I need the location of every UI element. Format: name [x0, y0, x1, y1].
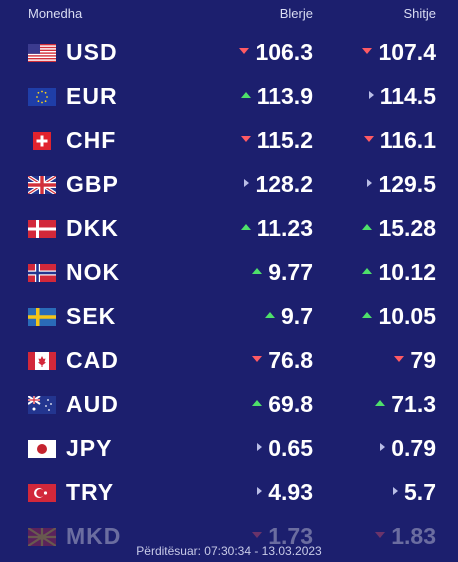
- sell-value: 114.5: [368, 83, 436, 110]
- trend-same-icon: [257, 442, 263, 451]
- trend-same-icon: [244, 178, 250, 187]
- mk-flag-icon: [28, 528, 56, 546]
- currency-code: CAD: [66, 347, 119, 373]
- gb-flag-icon: [28, 176, 56, 194]
- rate-row-dkk: DKK 11.23 15.28: [0, 206, 458, 250]
- au-flag-icon: [28, 396, 56, 414]
- trend-down-icon: [239, 47, 250, 54]
- rate-row-try: TRY 4.93 5.7: [0, 470, 458, 514]
- currency-code: NOK: [66, 259, 121, 285]
- currency-code: JPY: [66, 435, 113, 461]
- rate-row-eur: EUR 113.9 114.5: [0, 74, 458, 118]
- sell-value: 0.79: [380, 435, 436, 462]
- rate-row-usd: USD 106.3 107.4: [0, 30, 458, 74]
- trend-up-icon: [375, 399, 386, 406]
- sell-value: 71.3: [375, 391, 436, 418]
- currency-code: GBP: [66, 171, 119, 197]
- ch-flag-icon: [33, 132, 51, 150]
- trend-up-icon: [265, 311, 276, 318]
- trend-down-icon: [252, 355, 263, 362]
- trend-up-icon: [362, 311, 373, 318]
- trend-up-icon: [240, 91, 251, 98]
- rate-row-gbp: GBP 128.2 129.5: [0, 162, 458, 206]
- trend-up-icon: [362, 223, 373, 230]
- header-sell: Shitje: [403, 6, 436, 21]
- header-buy: Blerje: [279, 6, 313, 21]
- sell-value: 15.28: [362, 215, 436, 242]
- buy-value: 69.8: [252, 391, 313, 418]
- buy-value: 128.2: [244, 171, 313, 198]
- dk-flag-icon: [28, 220, 56, 238]
- buy-value: 0.65: [257, 435, 313, 462]
- trend-same-icon: [380, 442, 386, 451]
- currency-code: CHF: [66, 127, 117, 153]
- tr-flag-icon: [28, 484, 56, 502]
- currency-code: USD: [66, 39, 118, 65]
- buy-value: 9.7: [265, 303, 313, 330]
- ca-flag-icon: [28, 352, 56, 370]
- us-flag-icon: [28, 44, 56, 62]
- rates-list: USD 106.3 107.4 EUR 113.9 114.5 CHF 115.…: [0, 30, 458, 558]
- rate-row-mkd: MKD 1.73 1.83: [0, 514, 458, 558]
- buy-value: 4.93: [257, 479, 313, 506]
- trend-down-icon: [362, 47, 373, 54]
- trend-down-icon: [252, 531, 263, 538]
- trend-up-icon: [252, 267, 263, 274]
- trend-same-icon: [393, 486, 399, 495]
- sell-value: 129.5: [367, 171, 436, 198]
- currency-code: TRY: [66, 479, 115, 505]
- currency-code: DKK: [66, 215, 119, 241]
- trend-same-icon: [257, 486, 263, 495]
- no-flag-icon: [28, 264, 56, 282]
- currency-code: EUR: [66, 83, 118, 109]
- rate-row-cad: CAD 76.8 79: [0, 338, 458, 382]
- sell-value: 116.1: [363, 127, 436, 154]
- trend-down-icon: [240, 135, 251, 142]
- rate-row-jpy: JPY 0.65 0.79: [0, 426, 458, 470]
- jp-flag-icon: [28, 440, 56, 458]
- trend-same-icon: [368, 90, 374, 99]
- header-currency: Monedha: [28, 6, 83, 21]
- trend-up-icon: [240, 223, 251, 230]
- trend-down-icon: [363, 135, 374, 142]
- sell-value: 5.7: [393, 479, 436, 506]
- buy-value: 113.9: [240, 83, 313, 110]
- trend-up-icon: [252, 399, 263, 406]
- currency-code: SEK: [66, 303, 117, 329]
- rate-row-aud: AUD 69.8 71.3: [0, 382, 458, 426]
- trend-same-icon: [367, 178, 373, 187]
- sell-value: 10.12: [362, 259, 436, 286]
- buy-value: 106.3: [239, 39, 313, 66]
- buy-value: 76.8: [252, 347, 313, 374]
- trend-down-icon: [394, 355, 405, 362]
- buy-value: 1.73: [252, 523, 313, 550]
- currency-code: AUD: [66, 391, 119, 417]
- sell-value: 10.05: [362, 303, 436, 330]
- buy-value: 115.2: [240, 127, 313, 154]
- updated-timestamp: Përditësuar: 07:30:34 - 13.03.2023: [136, 544, 322, 558]
- eu-flag-icon: [28, 88, 56, 106]
- rate-row-nok: NOK 9.77 10.12: [0, 250, 458, 294]
- table-header: Monedha Blerje Shitje: [0, 0, 458, 26]
- currency-code: MKD: [66, 523, 122, 549]
- buy-value: 11.23: [240, 215, 313, 242]
- sell-value: 79: [394, 347, 436, 374]
- rate-row-chf: CHF 115.2 116.1: [0, 118, 458, 162]
- se-flag-icon: [28, 308, 56, 326]
- buy-value: 9.77: [252, 259, 313, 286]
- sell-value: 1.83: [375, 523, 436, 550]
- sell-value: 107.4: [362, 39, 436, 66]
- trend-down-icon: [375, 531, 386, 538]
- rate-row-sek: SEK 9.7 10.05: [0, 294, 458, 338]
- trend-up-icon: [362, 267, 373, 274]
